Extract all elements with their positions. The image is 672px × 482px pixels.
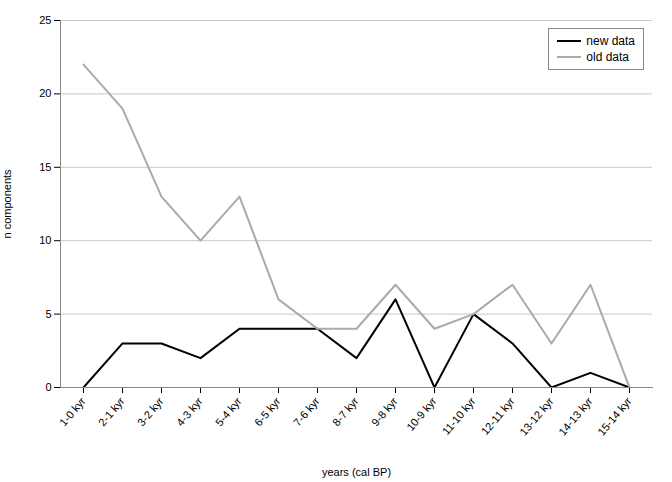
svg-text:15-14 kyr: 15-14 kyr <box>595 395 634 438</box>
html-text:old data: old data <box>586 50 629 64</box>
svg-text:12-11 kyr: 12-11 kyr <box>479 395 517 437</box>
svg-text:7-6 kyr: 7-6 kyr <box>291 395 322 429</box>
svg-text:2-1 kyr: 2-1 kyr <box>96 395 127 429</box>
svg-text:13-12 kyr: 13-12 kyr <box>517 395 556 438</box>
svg-text:8-7 kyr: 8-7 kyr <box>330 395 361 429</box>
svg-text:15: 15 <box>39 161 51 173</box>
svg-text:5-4 kyr: 5-4 kyr <box>213 395 244 429</box>
svg-text:1-0 kyr: 1-0 kyr <box>57 395 88 429</box>
svg-text:years (cal BP): years (cal BP) <box>322 466 391 478</box>
svg-text:9-8 kyr: 9-8 kyr <box>369 395 400 429</box>
svg-text:4-3 kyr: 4-3 kyr <box>174 395 205 429</box>
svg-text:14-13 kyr: 14-13 kyr <box>556 395 595 438</box>
svg-text:10: 10 <box>39 234 51 246</box>
html-text:new data: new data <box>586 34 635 48</box>
svg-text:0: 0 <box>45 381 51 393</box>
svg-text:11-10 kyr: 11-10 kyr <box>440 395 478 437</box>
svg-text:3-2 kyr: 3-2 kyr <box>135 395 166 429</box>
svg-text:n components: n components <box>1 169 13 239</box>
svg-text:10-9 kyr: 10-9 kyr <box>404 395 439 433</box>
svg-text:6-5 kyr: 6-5 kyr <box>252 395 283 429</box>
svg-text:25: 25 <box>39 14 51 26</box>
svg-text:5: 5 <box>45 308 51 320</box>
svg-text:20: 20 <box>39 87 51 99</box>
